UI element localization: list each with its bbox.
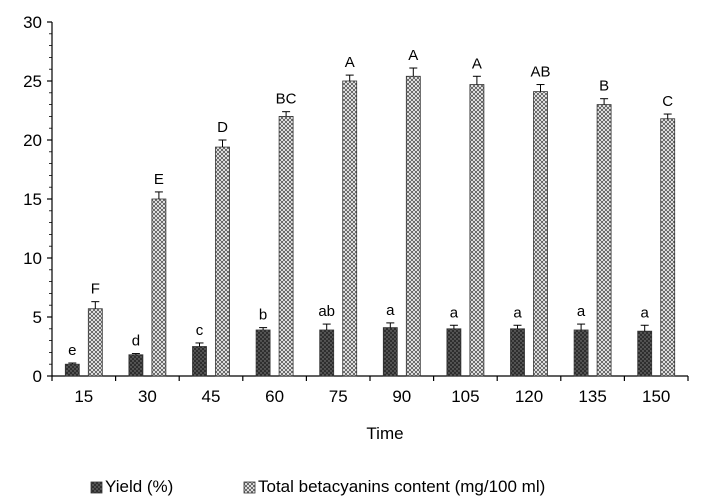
bar-yield: [382, 327, 398, 377]
bar-betacyanins: [278, 116, 294, 377]
significance-label: a: [386, 302, 395, 319]
bar-betacyanins: [87, 308, 103, 377]
bar-yield: [446, 328, 462, 377]
significance-label: AB: [530, 64, 550, 81]
x-tick-label: 120: [515, 387, 543, 406]
bar-yield: [192, 346, 207, 377]
bar-yield: [255, 329, 271, 377]
x-tick-label: 15: [74, 387, 93, 406]
legend-swatch-betacyanins: [243, 481, 256, 494]
y-tick-label: 30: [23, 13, 42, 32]
y-tick-label: 25: [23, 72, 42, 91]
y-tick-label: 20: [23, 131, 42, 150]
bar-betacyanins: [342, 80, 358, 377]
bar-yield: [573, 329, 589, 377]
significance-label: ab: [318, 303, 335, 320]
significance-label: B: [599, 78, 609, 95]
x-tick-label: 150: [642, 387, 670, 406]
y-tick-label: 0: [33, 367, 42, 386]
x-tick-label: 75: [329, 387, 348, 406]
significance-label: a: [450, 304, 459, 321]
significance-label: a: [577, 303, 586, 320]
significance-label: D: [217, 119, 228, 136]
significance-label: E: [154, 171, 164, 188]
x-tick-label: 105: [451, 387, 479, 406]
x-tick-label: 45: [202, 387, 221, 406]
bar-yield: [128, 354, 144, 377]
significance-label: C: [662, 93, 673, 110]
y-tick-label: 15: [23, 190, 42, 209]
significance-label: a: [513, 304, 522, 321]
bar-betacyanins: [151, 198, 167, 377]
significance-label: A: [408, 47, 418, 64]
bar-yield: [510, 328, 525, 377]
bar-betacyanins: [533, 91, 548, 377]
significance-label: c: [196, 322, 204, 339]
legend: Yield (%) Total betacyanins content (mg/…: [90, 477, 545, 496]
significance-label: d: [132, 333, 140, 350]
bar-betacyanins: [405, 75, 421, 377]
legend-label-yield: Yield (%): [105, 477, 173, 496]
significance-label: BC: [276, 91, 297, 108]
bar-betacyanins: [215, 146, 230, 377]
bar-betacyanins: [660, 118, 676, 377]
bar-yield: [637, 330, 653, 377]
significance-label: A: [472, 55, 482, 72]
legend-swatch-yield: [90, 481, 103, 494]
legend-label-betacyanins: Total betacyanins content (mg/100 ml): [258, 477, 545, 496]
x-tick-label: 135: [578, 387, 606, 406]
x-axis-label: Time: [366, 424, 403, 443]
significance-label: A: [345, 54, 355, 71]
plot-area: 05101520253015eF30dE45cD60bBC75abA90aA10…: [23, 13, 689, 406]
x-tick-label: 30: [138, 387, 157, 406]
x-tick-label: 60: [265, 387, 284, 406]
bar-yield: [64, 363, 80, 377]
y-tick-label: 5: [33, 308, 42, 327]
x-tick-label: 90: [392, 387, 411, 406]
y-tick-label: 10: [23, 249, 42, 268]
significance-label: a: [641, 304, 650, 321]
significance-label: e: [68, 342, 76, 359]
bar-betacyanins: [469, 84, 485, 377]
bar-betacyanins: [596, 104, 612, 377]
significance-label: F: [91, 281, 100, 298]
significance-label: b: [259, 307, 267, 324]
bar-yield: [319, 329, 335, 377]
